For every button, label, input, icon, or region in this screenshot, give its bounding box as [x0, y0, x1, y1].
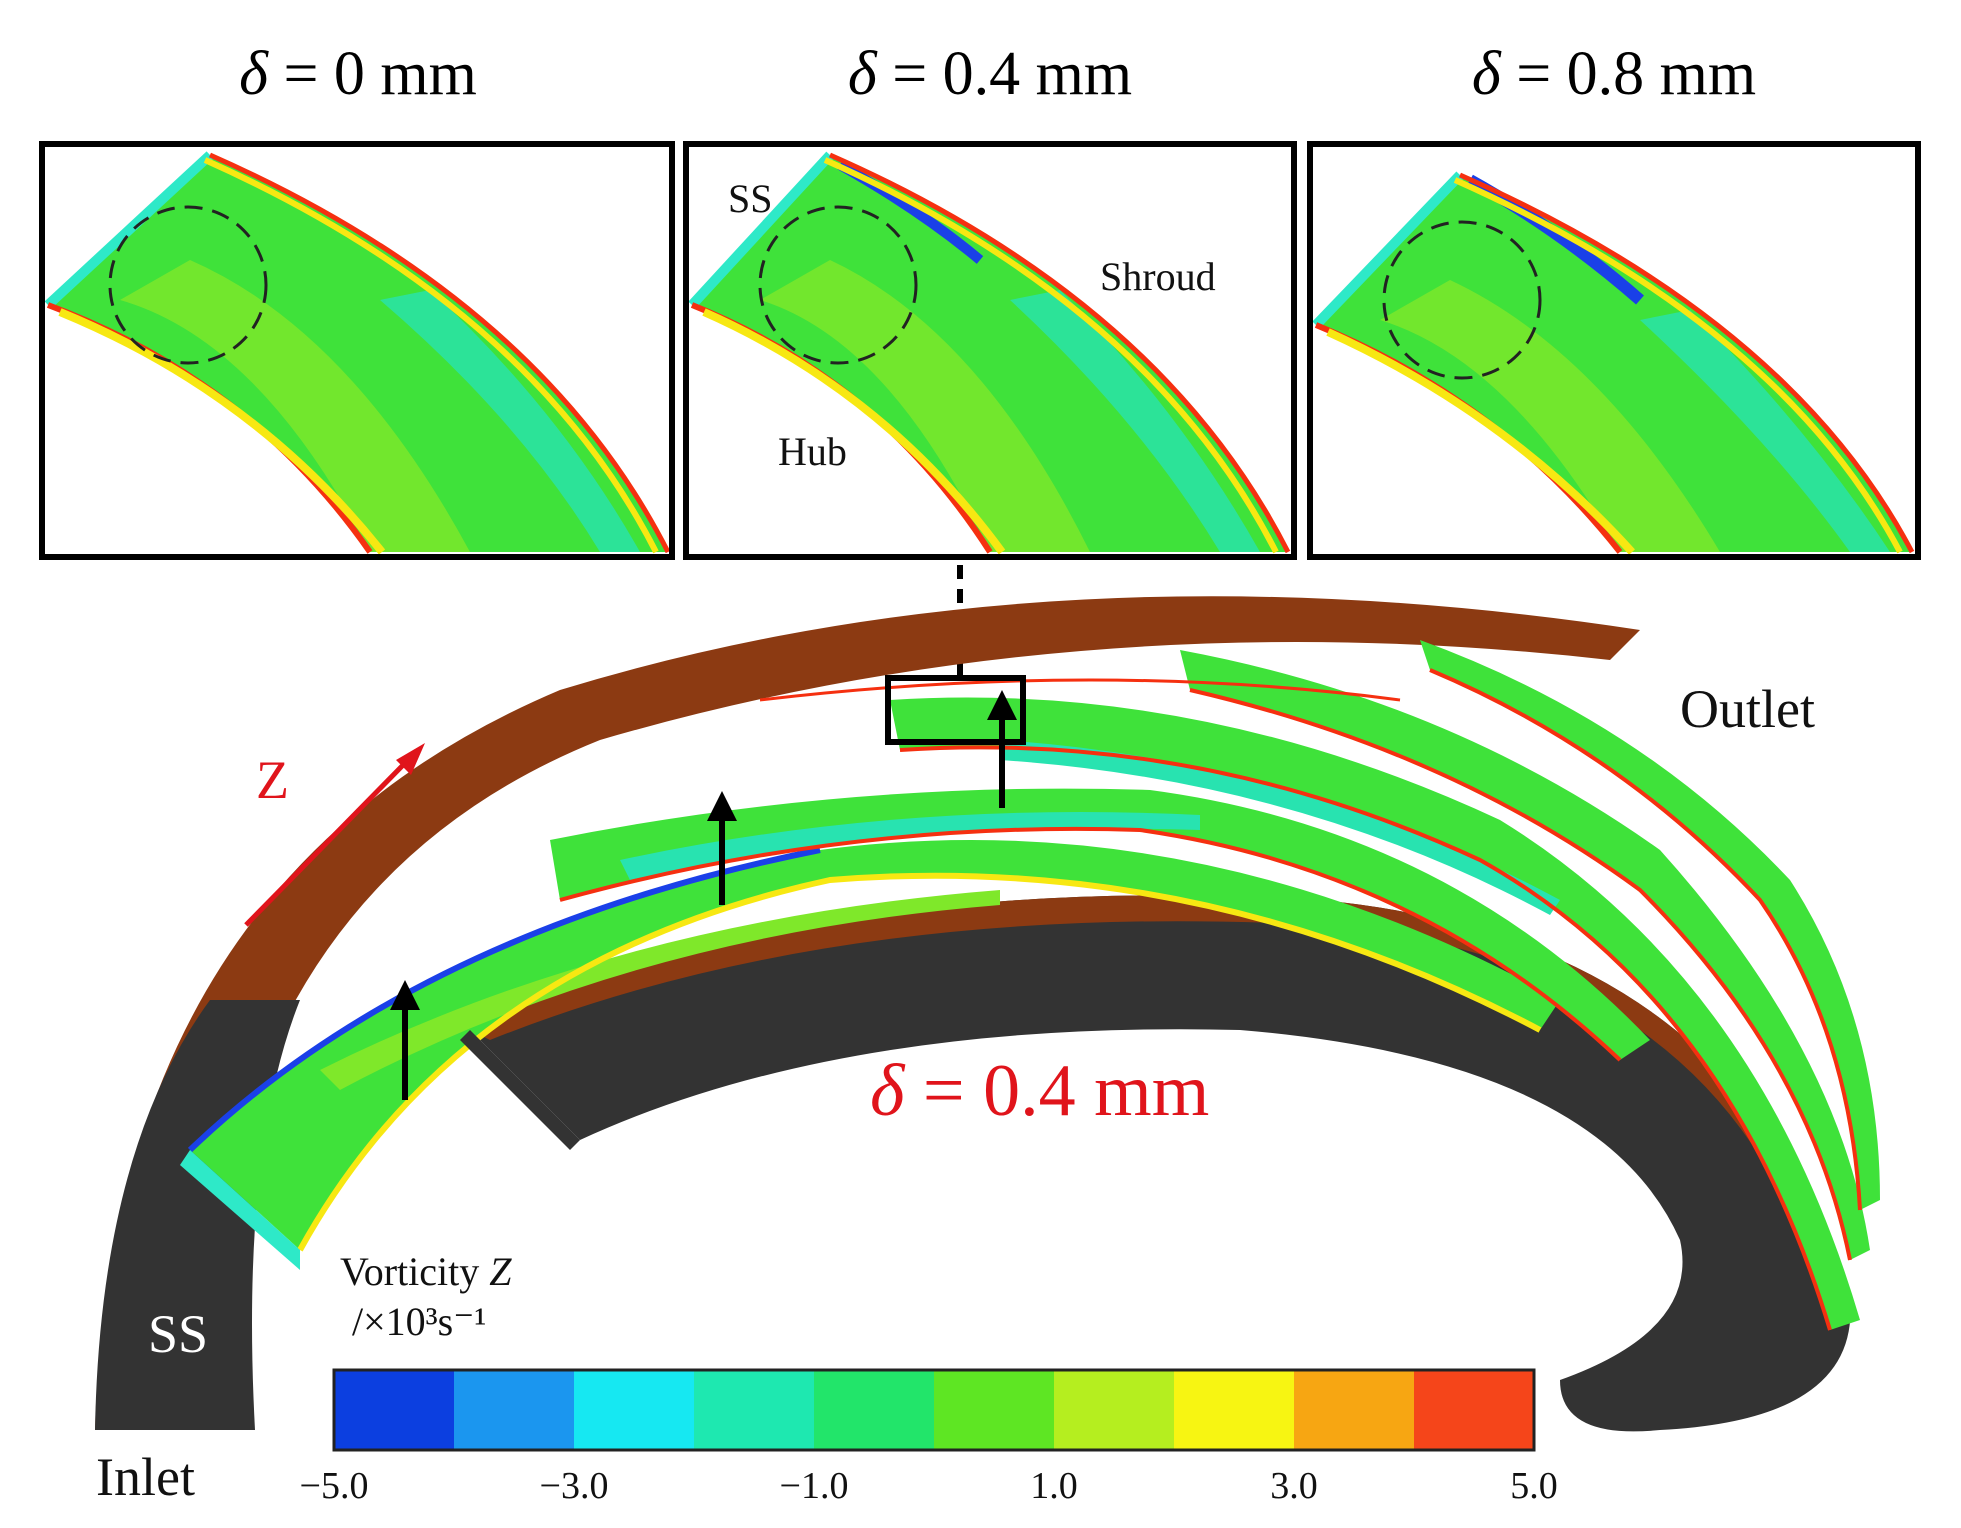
- colorbar-tick-label: −3.0: [540, 1465, 609, 1507]
- colorbar-title: Vorticity Z: [340, 1249, 512, 1294]
- colorbar-cell: [934, 1370, 1055, 1450]
- label-hub: Hub: [778, 429, 847, 474]
- colorbar-tick-label: 5.0: [1510, 1465, 1558, 1507]
- zoom-panel-1: [39, 141, 675, 560]
- colorbar-cell: [1174, 1370, 1295, 1450]
- colorbar-ticks: −5.0 −3.0 −1.0 1.0 3.0 5.0: [300, 1465, 1558, 1507]
- outlet-label: Outlet: [1680, 679, 1815, 739]
- colorbar-cell: [1414, 1370, 1535, 1450]
- zoom-panel-2: SS Shroud Hub: [683, 141, 1297, 560]
- colorbar-tick-label: 1.0: [1030, 1465, 1078, 1507]
- colorbar-tick-label: −5.0: [300, 1465, 369, 1507]
- zoom-panel-3: [1307, 141, 1921, 560]
- colorbar-cell: [334, 1370, 455, 1450]
- colorbar-cell: [814, 1370, 935, 1450]
- colorbar-unit: /×10³s⁻¹: [352, 1299, 486, 1344]
- colorbar-cell: [1294, 1370, 1415, 1450]
- z-axis-arrowhead: [396, 743, 425, 775]
- zoom-region-box: [885, 675, 1026, 745]
- panel-title-1: δ = 0 mm: [239, 40, 477, 108]
- z-axis-arrow: [244, 758, 410, 927]
- colorbar-cell: [1054, 1370, 1175, 1450]
- delta-main-label: δ = 0.4 mm: [870, 1050, 1209, 1132]
- colorbar-cell: [694, 1370, 815, 1450]
- colorbar-frame: [332, 1368, 1536, 1452]
- colorbar: Vorticity Z /×10³s⁻¹ −5.0 −3.0 −1.0 1.0 3.0 5…: [300, 1249, 1558, 1507]
- colorbar-tick-label: −1.0: [780, 1465, 849, 1507]
- inlet-label: Inlet: [96, 1447, 195, 1507]
- colorbar-cells: [334, 1370, 1535, 1450]
- colorbar-tick-label: 3.0: [1270, 1465, 1318, 1507]
- ss-label-main: SS: [148, 1304, 208, 1364]
- label-shroud: Shroud: [1100, 254, 1216, 299]
- colorbar-cell: [454, 1370, 575, 1450]
- z-axis-label: Z: [256, 750, 289, 810]
- label-ss-panel: SS: [728, 176, 773, 221]
- panel-title-3: δ = 0.8 mm: [1472, 40, 1756, 108]
- panel-title-2: δ = 0.4 mm: [848, 40, 1132, 108]
- impeller-main: [95, 596, 1880, 1432]
- colorbar-cell: [574, 1370, 695, 1450]
